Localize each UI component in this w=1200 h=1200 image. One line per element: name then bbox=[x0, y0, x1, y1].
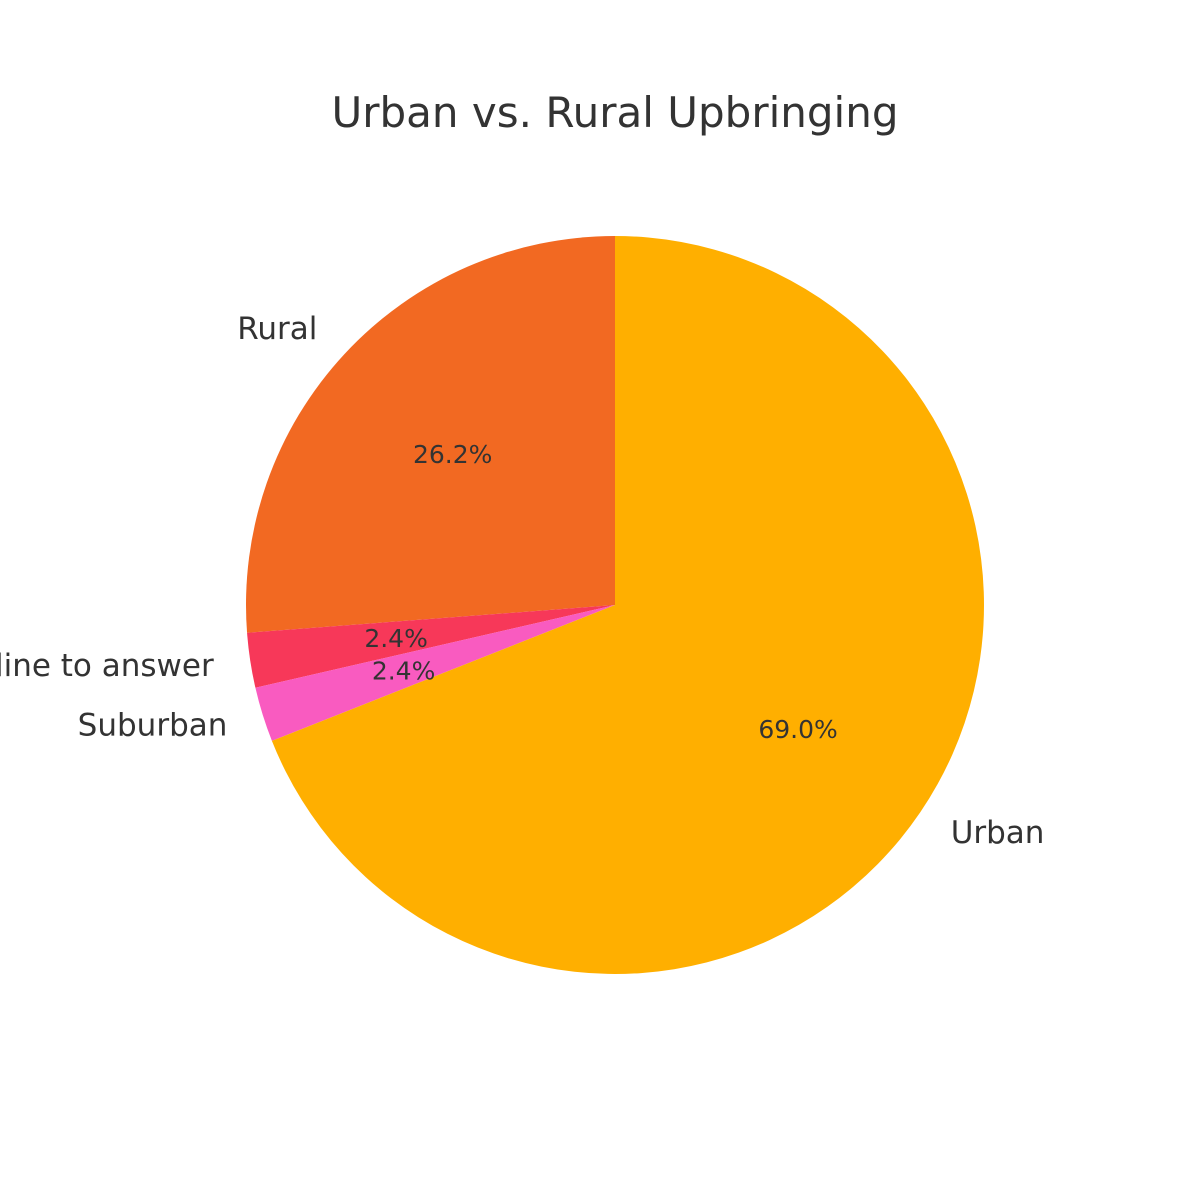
pie-slice-i-decline-to-answer bbox=[247, 605, 616, 688]
chart-title: Urban vs. Rural Upbringing bbox=[332, 88, 899, 137]
category-label-rural: Rural bbox=[237, 311, 317, 347]
pct-label-urban: 69.0% bbox=[758, 715, 837, 744]
category-label-suburban: Suburban bbox=[78, 708, 228, 744]
pie-slice-rural bbox=[246, 236, 616, 633]
pct-label-i-decline-to-answer: 2.4% bbox=[364, 624, 428, 653]
category-label-i-decline-to-answer: I decline to answer bbox=[0, 648, 214, 684]
category-label-urban: Urban bbox=[951, 815, 1045, 851]
pie-slice-suburban bbox=[255, 605, 615, 741]
category-labels: Rural I decline to answer Suburban Urban bbox=[0, 311, 1044, 851]
percentage-labels: 26.2% 2.4% 2.4% 69.0% bbox=[364, 440, 837, 744]
pct-label-suburban: 2.4% bbox=[372, 656, 436, 685]
pie-slices bbox=[246, 236, 984, 974]
pct-label-rural: 26.2% bbox=[413, 440, 492, 469]
pie-slice-urban bbox=[271, 236, 984, 974]
